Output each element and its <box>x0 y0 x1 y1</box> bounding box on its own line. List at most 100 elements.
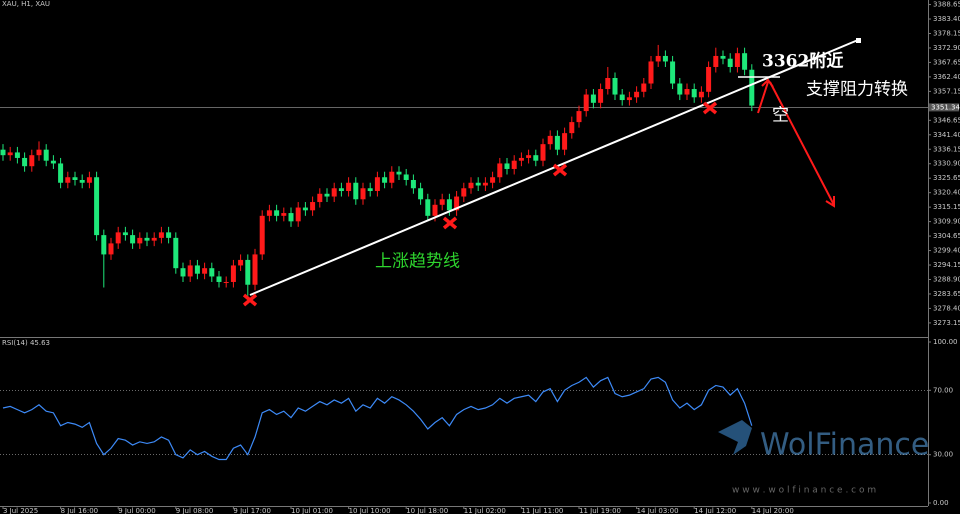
candle-body <box>216 276 222 282</box>
candle-body <box>655 55 661 62</box>
candle-body <box>338 188 344 192</box>
candle-body <box>122 232 128 236</box>
candle-body <box>310 202 316 211</box>
chart-title: XAU, H1, XAU <box>2 0 50 8</box>
candle-body <box>86 177 92 183</box>
candle-body <box>137 237 143 244</box>
y-tick-label: 3367.65 <box>933 58 960 66</box>
x-tick-label: 9 Jul 17:00 <box>233 507 271 514</box>
candle-body <box>540 144 546 161</box>
candle-body <box>706 66 712 92</box>
y-tick-label: 3309.90 <box>933 218 960 226</box>
candle-body <box>223 281 229 283</box>
candle-body <box>230 265 236 282</box>
candle-body <box>749 69 755 106</box>
current-price-label: 3351.34 <box>931 103 960 111</box>
candle-body <box>727 58 733 67</box>
y-tick-label: 70.00 <box>933 386 953 394</box>
y-tick-label: 3378.15 <box>933 29 960 37</box>
candle-body <box>158 232 164 238</box>
pane-separator <box>0 337 928 338</box>
candle-body <box>288 213 294 222</box>
touch-marker <box>702 101 718 115</box>
candle-body <box>187 265 193 277</box>
candle-body <box>590 94 596 103</box>
x-tick-label: 11 Jul 19:00 <box>579 507 621 514</box>
candle-body <box>562 133 568 150</box>
trend-line-end <box>856 38 861 43</box>
candle-body <box>634 91 640 98</box>
touch-marker <box>242 293 258 307</box>
candle-body <box>50 160 56 164</box>
candle-body <box>439 199 445 205</box>
candle-body <box>461 188 467 197</box>
candle-body <box>281 213 287 216</box>
candle-body <box>482 182 488 186</box>
candle-body <box>734 53 740 67</box>
y-tick-label: 3383.40 <box>933 15 960 23</box>
current-price-box <box>929 103 959 112</box>
y-tick-label: 3288.90 <box>933 275 960 283</box>
candle-body <box>698 91 704 98</box>
arrow-down <box>769 81 835 208</box>
candle-body <box>511 160 517 169</box>
candle-body <box>475 182 481 186</box>
candle-body <box>144 237 150 241</box>
candle-body <box>14 152 20 158</box>
annotation-zone: 支撑阻力转换 <box>806 80 908 100</box>
candle-body <box>626 97 632 101</box>
candle-body <box>29 155 35 167</box>
candle-body <box>115 232 121 244</box>
candle-body <box>245 259 251 285</box>
y-tick-label: 3362.40 <box>933 73 960 81</box>
candle-body <box>166 232 172 238</box>
y-tick-label: 3336.15 <box>933 145 960 153</box>
y-tick-label: 3325.65 <box>933 174 960 182</box>
candle-body <box>403 174 409 180</box>
candle-body <box>598 89 604 103</box>
candle-body <box>554 135 560 150</box>
candle-body <box>202 268 208 274</box>
y-tick-label: 3388.65 <box>933 1 960 9</box>
x-tick-label: 11 Jul 11:00 <box>521 507 563 514</box>
watermark-url: w w w . w o l f i n a n c e . c o m <box>732 486 876 496</box>
y-tick-label: 100.00 <box>933 338 958 346</box>
y-tick-label: 3357.15 <box>933 87 960 95</box>
candle-body <box>518 157 524 161</box>
candle-body <box>58 163 64 183</box>
candle-body <box>108 243 114 255</box>
candle-body <box>194 265 200 274</box>
x-tick-label: 8 Jul 16:00 <box>61 507 99 514</box>
candle-body <box>670 61 676 84</box>
candle-body <box>79 179 85 183</box>
candle-body <box>94 177 100 236</box>
annotation-level: 3362附近 <box>762 51 843 72</box>
candle-body <box>533 155 539 161</box>
candle-body <box>648 61 654 84</box>
x-tick-label: 9 Jul 08:00 <box>176 507 214 514</box>
candle-body <box>677 83 683 95</box>
candle-body <box>468 182 474 189</box>
watermark-brand: WolFinance <box>760 428 929 463</box>
y-tick-label: 3320.40 <box>933 189 960 197</box>
candle-body <box>367 188 373 192</box>
candle-body <box>583 94 589 112</box>
candle-body <box>619 94 625 101</box>
candle-body <box>454 196 460 211</box>
candle-body <box>389 171 395 183</box>
candle-body <box>180 268 186 277</box>
candle-body <box>504 163 510 169</box>
rsi-line <box>2 376 753 461</box>
candle-body <box>410 179 416 189</box>
y-tick-label: 3346.65 <box>933 116 960 124</box>
candle-body <box>43 149 49 161</box>
candle-body <box>720 55 726 59</box>
candle-body <box>360 188 366 200</box>
candle-body <box>490 177 496 183</box>
x-tick-label: 10 Jul 18:00 <box>406 507 448 514</box>
candle-body <box>317 193 323 203</box>
candle-body <box>497 163 503 178</box>
